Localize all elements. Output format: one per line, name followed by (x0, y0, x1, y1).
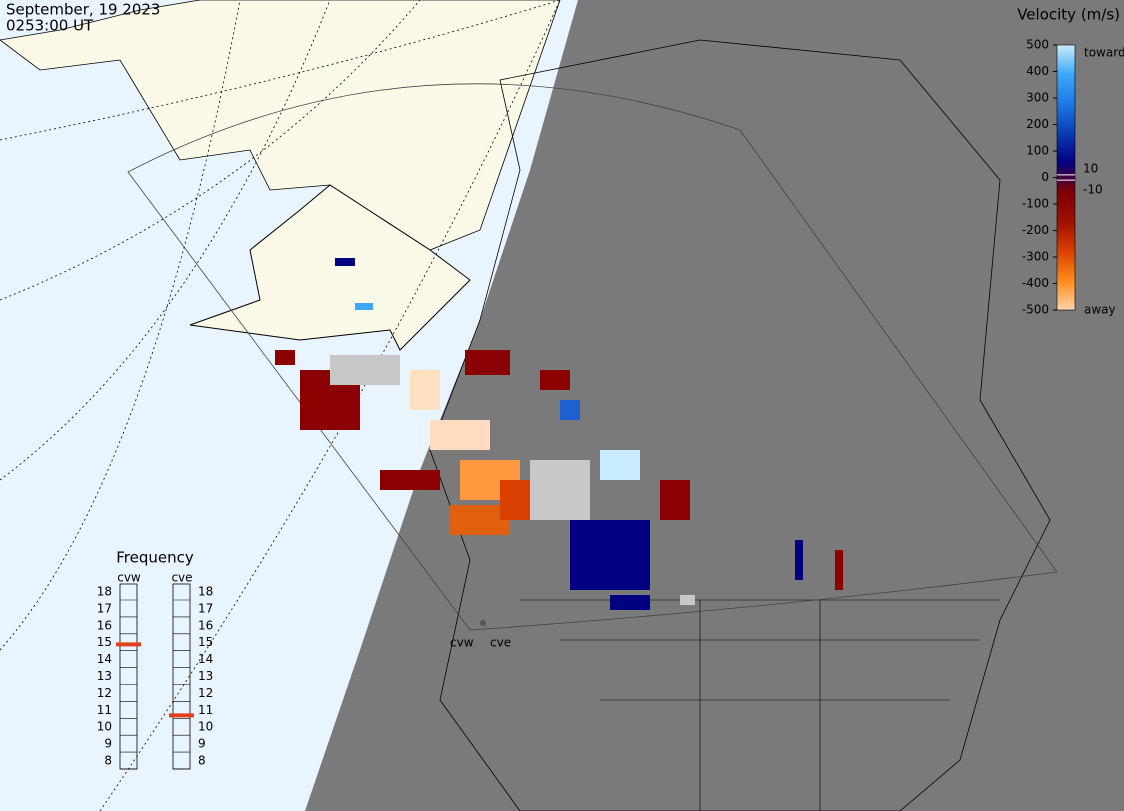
frequency-panel: cvw 8 9 10 11 12 13 14 15 16 17 18 cve 8 9 10 11 12 13 14 15… (97, 571, 213, 770)
colorbar-tick-label: 100 (1026, 144, 1049, 158)
frequency-tick-label: 12 (97, 686, 112, 700)
away-label: away (1084, 303, 1116, 317)
frequency-tick-label: 14 (198, 652, 213, 666)
radar-name: cve (171, 571, 192, 585)
radar-name: cvw (117, 571, 141, 585)
frequency-tick-label: 15 (97, 635, 112, 649)
colorbar-tick-label: -300 (1022, 250, 1049, 264)
radar-site (480, 620, 486, 626)
colorbar: 500 400 300 200 100 0 -100 -200 -300 -400 -500 10 -1… (1022, 38, 1124, 317)
frequency-tick-label: 9 (104, 737, 112, 751)
night-region (305, 0, 1124, 811)
colorbar-inner-label: -10 (1083, 183, 1103, 197)
time-label: 0253:00 UT (6, 17, 94, 35)
colorbar-inner-label: 10 (1083, 161, 1098, 175)
radar-label: cvw (450, 636, 474, 650)
radar-label: cve (490, 636, 511, 650)
colorbar-fill (1056, 44, 1076, 311)
frequency-tick-label: 11 (198, 703, 213, 717)
toward-label: toward (1084, 46, 1124, 60)
frequency-tick-label: 8 (104, 754, 112, 768)
colorbar-tick-label: 400 (1026, 64, 1049, 78)
colorbar-tick-label: -400 (1022, 276, 1049, 290)
colorbar-tick-label: 500 (1026, 38, 1049, 52)
frequency-tick-label: 9 (198, 737, 206, 751)
colorbar-tick-label: 0 (1041, 170, 1049, 184)
frequency-title: Frequency (116, 549, 194, 567)
frequency-tick-label: 15 (198, 635, 213, 649)
frequency-tick-label: 10 (97, 720, 112, 734)
colorbar-tick-label: 300 (1026, 91, 1049, 105)
colorbar-tick-label: -100 (1022, 197, 1049, 211)
frequency-tick-label: 8 (198, 754, 206, 768)
borders (520, 599, 1000, 811)
radar-cells (275, 258, 843, 610)
frequency-tick-label: 18 (198, 585, 213, 599)
colorbar-title: Velocity (m/s) (1017, 6, 1120, 24)
coastline (429, 39, 1051, 811)
colorbar-tick-label: -200 (1022, 223, 1049, 237)
frequency-tick-label: 17 (198, 601, 213, 615)
frequency-tick-label: 10 (198, 720, 213, 734)
frequency-tick-label: 17 (97, 601, 112, 615)
frequency-tick-label: 16 (97, 618, 112, 632)
frequency-marker (169, 713, 194, 718)
frequency-tick-label: 13 (97, 669, 112, 683)
colorbar-tick-label: -500 (1022, 303, 1049, 317)
frequency-tick-label: 18 (97, 585, 112, 599)
frequency-tick-label: 16 (198, 618, 213, 632)
frequency-tick-label: 14 (97, 652, 112, 666)
colorbar-tick-label: 200 (1026, 117, 1049, 131)
frequency-marker (116, 642, 141, 647)
date-label: September, 19 2023 (6, 1, 160, 19)
frequency-tick-label: 13 (198, 669, 213, 683)
frequency-tick-label: 11 (97, 703, 112, 717)
frequency-tick-label: 12 (198, 686, 213, 700)
alaska (189, 184, 471, 351)
